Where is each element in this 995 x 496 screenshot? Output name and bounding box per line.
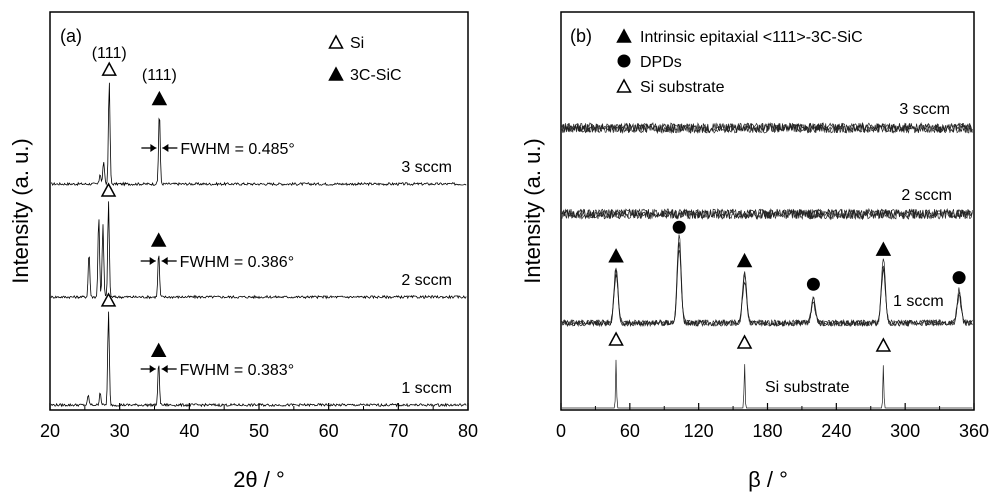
- x-tick-label: 240: [821, 421, 851, 441]
- x-tick-label: 60: [319, 421, 339, 441]
- phi-scan-trace-line: [561, 121, 973, 134]
- si-substrate-peak-marker: [875, 337, 892, 352]
- phi-scan-trace-line: [562, 359, 973, 409]
- series-label: 1 sccm: [893, 293, 944, 310]
- x-tick-label: 120: [684, 421, 714, 441]
- series-label: 2 sccm: [401, 272, 452, 289]
- phi-scan-trace-line: [561, 208, 973, 221]
- sic-peak-marker: [875, 241, 892, 256]
- legend-marker: [328, 34, 344, 49]
- x-tick-label: 70: [388, 421, 408, 441]
- dpd-peak-marker: [952, 271, 966, 285]
- legend-label: Si: [350, 35, 364, 52]
- panel-b-x-ticks: 0 60 120 180 240 300 360: [556, 403, 989, 441]
- x-tick-label: 20: [40, 421, 60, 441]
- x-tick-label: 300: [890, 421, 920, 441]
- x-tick-label: 80: [458, 421, 478, 441]
- panel-b-label: (b): [570, 26, 592, 46]
- panel-b-y-title: Intensity (a. u.): [520, 138, 545, 284]
- x-tick-label: 40: [179, 421, 199, 441]
- series-label: 3 sccm: [899, 101, 950, 118]
- si-peak-marker: [100, 292, 117, 307]
- legend-marker: [616, 78, 632, 93]
- phi-scan-trace-line: [561, 121, 973, 135]
- panel-a-legend: Si 3C-SiC: [328, 34, 402, 84]
- panel-a-label: (a): [60, 26, 82, 46]
- legend-marker: [616, 28, 632, 43]
- panel-b-legend: Intrinsic epitaxial <111>-3C-SiC DPDs Si s…: [616, 28, 863, 96]
- panel-a-x-title: 2θ / °: [233, 467, 285, 492]
- panel-b-series-labels: 3 sccm 2 sccm 1 sccm Si substrate: [765, 101, 952, 396]
- sic-peak-marker: [608, 248, 624, 263]
- panel-a-peak-markers: [100, 61, 168, 357]
- fwhm-arrowhead-left: [149, 365, 156, 373]
- fwhm-arrowhead-right: [162, 144, 169, 152]
- phi-scan-trace-line: [561, 234, 973, 328]
- dpd-peak-marker: [806, 277, 820, 291]
- fwhm-arrowhead-right: [161, 365, 168, 373]
- si-substrate-peak-marker: [736, 334, 753, 349]
- legend-label: Si substrate: [640, 79, 725, 96]
- fwhm-arrowhead-left: [149, 257, 156, 265]
- xrd-trace-line: [50, 82, 467, 187]
- series-label: 3 sccm: [401, 159, 452, 176]
- sic-peak-marker: [150, 232, 167, 247]
- sic-peak-marker: [151, 90, 168, 106]
- panel-a-xrd-2theta: (a) 20 30 40 50 60 70 80 FWHM = 0.485°3 sccmFW…: [8, 11, 478, 492]
- fwhm-label: FWHM = 0.485°: [180, 141, 294, 158]
- legend-marker: [617, 54, 631, 68]
- phi-scan-trace-line: [562, 242, 973, 328]
- series-label: Si substrate: [765, 379, 850, 396]
- fwhm-label: FWHM = 0.386°: [180, 254, 294, 271]
- x-tick-label: 30: [110, 421, 130, 441]
- legend-label: 3C-SiC: [350, 67, 402, 84]
- miller-index-label: (111): [92, 45, 127, 62]
- x-tick-label: 360: [959, 421, 989, 441]
- panel-a-series-labels: FWHM = 0.485° 3 sccm FWHM = 0.386° 2 sccm FW…: [92, 45, 452, 397]
- panel-a-traces: [50, 82, 467, 408]
- xrd-trace-line: [50, 201, 467, 300]
- legend-label: DPDs: [640, 54, 682, 71]
- xrd-trace-line: [50, 311, 467, 408]
- panel-b-pole-scan: (b) 0 60 120 180 240 300 360 3 sccm 2 sccm 1 scc…: [520, 11, 989, 492]
- phi-scan-trace-line: [561, 249, 973, 328]
- panel-b-peak-markers: [608, 220, 966, 352]
- phi-scan-trace-line: [561, 122, 973, 135]
- panel-a-y-title: Intensity (a. u.): [8, 138, 33, 284]
- si-substrate-peak-marker: [608, 331, 624, 346]
- fwhm-arrowhead-left: [150, 144, 157, 152]
- si-peak-marker: [100, 182, 117, 197]
- fwhm-label: FWHM = 0.383°: [180, 362, 294, 379]
- panel-b-x-title: β / °: [748, 467, 788, 492]
- x-tick-label: 0: [556, 421, 566, 441]
- miller-index-label: (111): [142, 67, 177, 84]
- panel-b-traces: [561, 121, 973, 409]
- x-tick-label: 180: [752, 421, 782, 441]
- dpd-peak-marker: [672, 220, 686, 234]
- panel-a-x-ticks: 20 30 40 50 60 70 80: [40, 403, 478, 441]
- phi-scan-trace-line: [561, 208, 973, 221]
- si-peak-marker: [101, 61, 117, 76]
- series-label: 1 sccm: [401, 380, 452, 397]
- fwhm-arrowhead-right: [161, 257, 168, 265]
- legend-marker: [328, 66, 344, 81]
- series-label: 2 sccm: [901, 187, 952, 204]
- x-tick-label: 50: [249, 421, 269, 441]
- sic-peak-marker: [736, 252, 753, 268]
- sic-peak-marker: [150, 342, 167, 357]
- x-tick-label: 60: [620, 421, 640, 441]
- legend-label: Intrinsic epitaxial <111>-3C-SiC: [640, 29, 863, 46]
